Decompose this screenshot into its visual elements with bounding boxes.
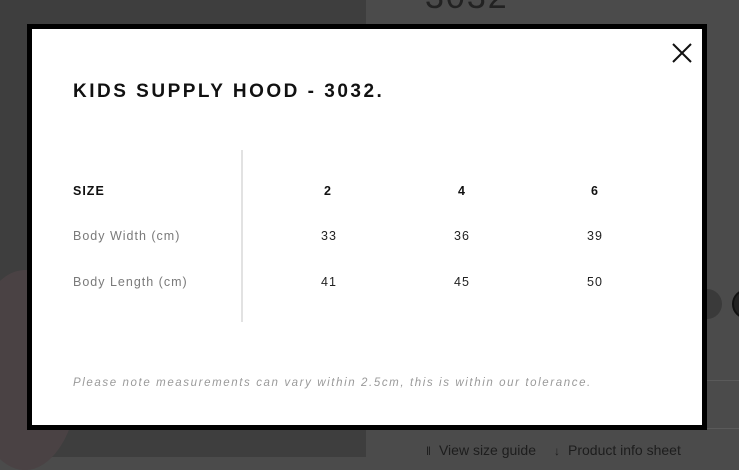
table-cell: 41 xyxy=(321,275,337,289)
size-guide-modal: KIDS SUPPLY HOOD - 3032. SIZE 2 4 6 Body… xyxy=(27,24,707,430)
size-header: SIZE xyxy=(73,184,105,198)
table-cell: 50 xyxy=(587,275,603,289)
close-icon[interactable] xyxy=(670,41,694,65)
row-label: Body Width (cm) xyxy=(73,229,181,243)
size-column-header: 2 xyxy=(324,184,332,198)
product-info-sheet-link[interactable]: ↓ Product info sheet xyxy=(554,442,681,458)
modal-title: KIDS SUPPLY HOOD - 3032. xyxy=(73,81,385,102)
download-arrow-icon: ↓ xyxy=(554,444,560,458)
view-size-guide-link[interactable]: ‖ View size guide xyxy=(426,442,536,458)
size-column-header: 6 xyxy=(591,184,599,198)
ruler-icon: ‖ xyxy=(426,444,431,458)
row-label: Body Length (cm) xyxy=(73,275,188,289)
table-cell: 39 xyxy=(587,229,603,243)
tolerance-note: Please note measurements can vary within… xyxy=(73,377,592,389)
table-divider xyxy=(241,150,243,322)
color-swatch-selected[interactable] xyxy=(732,289,739,319)
product-title: 3032 xyxy=(425,0,509,17)
table-cell: 36 xyxy=(454,229,470,243)
table-cell: 33 xyxy=(321,229,337,243)
product-links: ‖ View size guide ↓ Product info sheet xyxy=(426,442,681,458)
size-column-header: 4 xyxy=(458,184,466,198)
table-cell: 45 xyxy=(454,275,470,289)
